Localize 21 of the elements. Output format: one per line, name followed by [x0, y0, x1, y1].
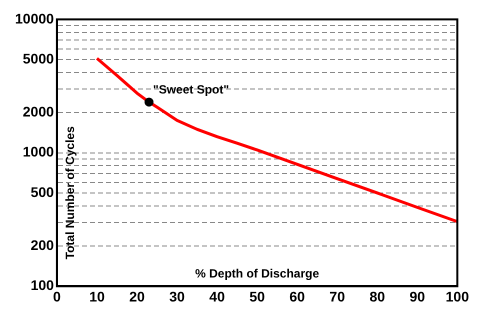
y-tick-label: 500	[30, 184, 54, 200]
annotation: "Sweet Spot"	[153, 82, 230, 96]
y-tick-label: 200	[30, 236, 54, 253]
y-tick-label: 1000	[22, 144, 54, 160]
x-tick-label: 10	[89, 288, 105, 304]
y-axis-title: Total Number of Cycles	[63, 126, 78, 260]
x-tick-label: 90	[409, 288, 426, 304]
y-tick-label: 5000	[22, 50, 54, 66]
x-tick-label: 40	[209, 288, 226, 304]
x-tick-label: 100	[446, 288, 470, 304]
x-tick-label: 50	[249, 288, 266, 304]
x-tick-label: 80	[369, 288, 386, 304]
x-axis-title: % Depth of Discharge	[195, 266, 320, 281]
y-tick-label: 2000	[22, 104, 54, 120]
y-tick-label: 100	[30, 277, 54, 294]
x-tick-label: 0	[53, 288, 62, 304]
y-tick-label: 10000	[14, 10, 54, 26]
x-tick-label: 30	[169, 288, 186, 304]
x-tick-label: 70	[329, 288, 346, 304]
x-tick-label: 60	[289, 288, 306, 304]
x-tick-label: 20	[129, 288, 146, 304]
